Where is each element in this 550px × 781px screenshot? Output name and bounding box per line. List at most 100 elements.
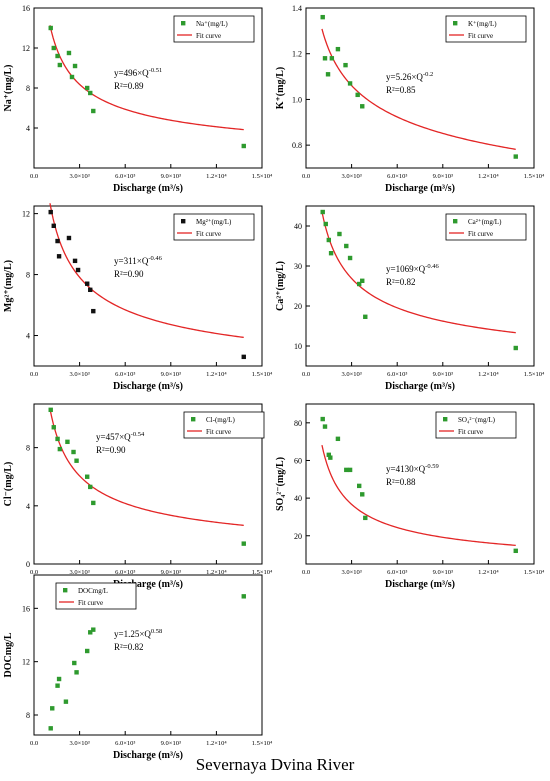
data-point [57, 62, 63, 68]
legend-label-fit: Fit curve [468, 32, 493, 40]
data-point [91, 627, 96, 632]
data-point [241, 354, 246, 360]
data-point [326, 237, 331, 243]
data-point [72, 258, 78, 264]
y-tick-label: 4 [26, 124, 30, 133]
y-tick-label: 30 [294, 262, 302, 271]
fit-equation-exponent: 0.58 [151, 628, 162, 635]
data-point [88, 484, 93, 490]
data-point [75, 267, 81, 273]
legend-label-series: DOCmg/L [78, 587, 108, 595]
data-point [48, 209, 53, 215]
legend-marker [181, 219, 186, 224]
data-point [344, 467, 349, 473]
data-point [50, 706, 55, 711]
x-tick-label: 6.0×10³ [115, 371, 135, 378]
legend-label-fit: Fit curve [196, 32, 221, 40]
y-tick-label: 12 [22, 210, 30, 219]
data-point [360, 492, 365, 497]
x-tick-label: 9.0×10³ [161, 371, 181, 378]
data-point [65, 439, 70, 445]
legend-label-series: Cl-(mg/L) [206, 416, 235, 424]
fit-equation-exponent: -0.46 [425, 263, 439, 270]
data-point [48, 407, 53, 413]
data-point [51, 45, 56, 51]
x-axis-label: Discharge (m³/s) [113, 750, 183, 761]
data-point [91, 308, 96, 314]
data-point [347, 81, 353, 86]
plot-frame [305, 7, 535, 169]
x-tick-label: 0.0 [302, 371, 310, 378]
data-point [513, 345, 518, 351]
data-point [91, 108, 96, 114]
fit-r-squared: R²=0.89 [114, 81, 144, 91]
x-tick-label: 3.0×10³ [341, 569, 361, 576]
x-tick-label: 1.2×10⁴ [478, 569, 499, 576]
data-point [344, 243, 349, 249]
legend-box [173, 213, 255, 241]
legend-label-fit: Fit curve [196, 230, 221, 238]
chart-panel-so4: 0.0 3.0×10³ 6.0×10³ 9.0×10³ 1.2×10⁴ 1.5×10⁴ 20… [275, 403, 545, 590]
data-point [88, 630, 93, 635]
fit-equation-exponent: -0.59 [425, 463, 439, 470]
legend-label-series: Ca²⁺(mg/L) [468, 218, 502, 226]
x-tick-label: 0.0 [30, 371, 38, 378]
fit-r-squared: R²=0.82 [386, 277, 416, 287]
data-point [56, 676, 62, 682]
x-tick-label: 6.0×10³ [387, 173, 407, 180]
x-tick-label: 0.0 [30, 173, 38, 180]
x-tick-label: 6.0×10³ [387, 371, 407, 378]
data-point [320, 416, 325, 422]
fit-curve [321, 211, 516, 334]
data-point [360, 278, 365, 283]
legend-label-series: SO₄²⁻(mg/L) [458, 416, 496, 424]
fit-equation: y=457×Q-0.54 [96, 431, 145, 442]
legend-marker [443, 417, 448, 422]
fit-r-squared: R²=0.82 [114, 642, 144, 652]
y-tick-label: 8 [26, 444, 30, 453]
fit-equation-exponent: -0.2 [423, 71, 433, 78]
fit-r-squared: R²=0.85 [386, 85, 416, 95]
plot-frame [33, 403, 263, 565]
fit-equation-exponent: -0.54 [131, 431, 145, 438]
x-tick-label: 1.5×10⁴ [524, 569, 545, 576]
data-point [48, 25, 53, 31]
fit-equation: y=1.25×Q0.58 [114, 628, 162, 639]
data-point [328, 251, 334, 256]
data-point [335, 436, 341, 442]
fit-curve [49, 203, 244, 339]
x-tick-label: 3.0×10³ [69, 740, 89, 747]
data-point [513, 548, 518, 554]
y-tick-label: 8 [26, 271, 30, 280]
x-tick-label: 1.2×10⁴ [206, 173, 227, 180]
data-point [85, 474, 90, 479]
data-point [347, 467, 353, 473]
data-point [322, 56, 328, 61]
x-tick-label: 0.0 [302, 173, 310, 180]
data-point [363, 515, 368, 521]
y-tick-label: 16 [22, 604, 30, 613]
y-tick-label: 8 [26, 711, 30, 720]
fit-r-squared: R²=0.90 [114, 269, 144, 279]
x-tick-label: 0.0 [30, 740, 38, 747]
data-point [88, 287, 93, 293]
data-point [85, 281, 90, 286]
y-tick-label: 8 [26, 84, 30, 93]
data-point [241, 143, 246, 149]
x-tick-label: 9.0×10³ [161, 569, 181, 576]
data-point [71, 449, 76, 455]
chart-panel-cl: 0.0 3.0×10³ 6.0×10³ 9.0×10³ 1.2×10⁴ 1.5×10⁴ 0 4… [3, 403, 273, 590]
x-tick-label: 9.0×10³ [161, 740, 181, 747]
data-point [91, 500, 96, 506]
y-axis-label: Ca²⁺(mg/L) [275, 261, 286, 311]
data-point [360, 104, 365, 109]
data-point [85, 648, 90, 654]
x-tick-label: 1.5×10⁴ [252, 740, 273, 747]
data-point [325, 72, 331, 77]
data-point [55, 53, 60, 59]
fit-equation-base: y=496×Q [114, 68, 149, 78]
x-tick-label: 1.2×10⁴ [206, 740, 227, 747]
chart-panel-k: 0.0 3.0×10³ 6.0×10³ 9.0×10³ 1.2×10⁴ 1.5×10⁴ 0.… [275, 4, 545, 194]
y-tick-label: 60 [294, 456, 302, 465]
y-axis-label: SO₄²⁻(mg/L) [275, 457, 286, 511]
